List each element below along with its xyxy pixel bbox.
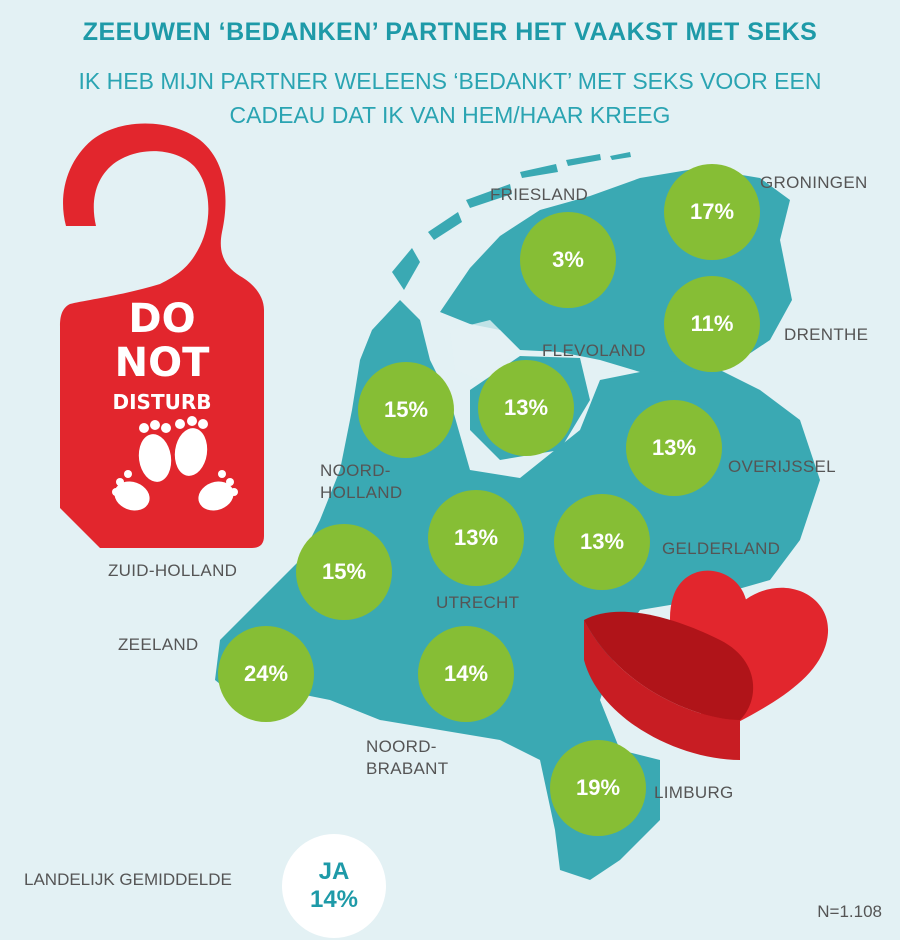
label-drenthe: DRENTHE xyxy=(784,325,869,344)
chart-subtitle: IK HEB MIJN PARTNER WELEENS ‘BEDANKT’ ME… xyxy=(0,64,900,132)
bubble-zeeland: 24% xyxy=(218,626,314,722)
label-noord-holland-line-2: HOLLAND xyxy=(320,483,403,502)
sign-text-not: NOT xyxy=(114,340,210,386)
label-gelderland: GELDERLAND xyxy=(662,539,781,558)
bubble-drenthe: 11% xyxy=(664,276,760,372)
wadden-island-texel xyxy=(392,248,420,290)
subtitle-line-2: CADEAU DAT IK VAN HEM/HAAR KREEG xyxy=(229,102,671,128)
heart-box-icon xyxy=(584,570,828,760)
label-noord-brabant: NOORD- BRABANT xyxy=(366,736,448,780)
wadden-island-vlieland xyxy=(428,212,462,240)
label-noord-brabant-line-2: BRABANT xyxy=(366,759,449,778)
sign-text-do: DO xyxy=(128,296,196,342)
subtitle-line-1: IK HEB MIJN PARTNER WELEENS ‘BEDANKT’ ME… xyxy=(78,68,822,94)
label-friesland: FRIESLAND xyxy=(490,185,589,204)
label-utrecht: UTRECHT xyxy=(436,593,520,612)
bubble-noord-holland: 15% xyxy=(358,362,454,458)
map-ijsselmeer xyxy=(450,320,520,380)
national-answer: JA xyxy=(318,858,350,885)
bubble-zuid-holland: 15% xyxy=(296,524,392,620)
national-average-bubble: JA 14% xyxy=(282,834,386,938)
wadden-island-ameland xyxy=(520,164,558,178)
label-zuid-holland: ZUID-HOLLAND xyxy=(108,561,238,580)
bubble-gelderland: 13% xyxy=(554,494,650,590)
wadden-island-schiermonnikoog xyxy=(566,154,601,166)
label-noord-holland-line-1: NOORD- xyxy=(320,461,391,480)
label-noord-holland: NOORD- HOLLAND xyxy=(320,460,402,504)
national-value: 14% xyxy=(309,886,359,913)
label-zeeland: ZEELAND xyxy=(118,635,199,654)
chart-title: ZEEUWEN ‘BEDANKEN’ PARTNER HET VAAKST ME… xyxy=(82,18,818,46)
heart-box-base xyxy=(584,620,740,760)
feet-icon xyxy=(112,416,238,511)
bubble-friesland: 3% xyxy=(520,212,616,308)
sample-size: N=1.108 xyxy=(817,902,882,921)
label-overijssel: OVERIJSSEL xyxy=(728,457,836,476)
national-average-label: LANDELIJK GEMIDDELDE xyxy=(24,870,232,889)
label-limburg: LIMBURG xyxy=(654,783,734,802)
bubble-groningen: 17% xyxy=(664,164,760,260)
wadden-island-terschelling xyxy=(466,184,512,208)
bubble-limburg: 19% xyxy=(550,740,646,836)
sign-text-disturb: DISTURB xyxy=(112,390,212,414)
label-groningen: GRONINGEN xyxy=(760,173,868,192)
do-not-disturb-sign xyxy=(60,123,264,548)
bubble-flevoland: 13% xyxy=(478,360,574,456)
bubble-overijssel: 13% xyxy=(626,400,722,496)
bubble-noord-brabant: 14% xyxy=(418,626,514,722)
wadden-island-rottumeroog xyxy=(610,152,631,160)
label-flevoland: FLEVOLAND xyxy=(542,341,646,360)
door-hanger xyxy=(60,123,264,548)
label-noord-brabant-line-1: NOORD- xyxy=(366,737,437,756)
heart-box-top xyxy=(584,611,754,720)
bubble-utrecht: 13% xyxy=(428,490,524,586)
